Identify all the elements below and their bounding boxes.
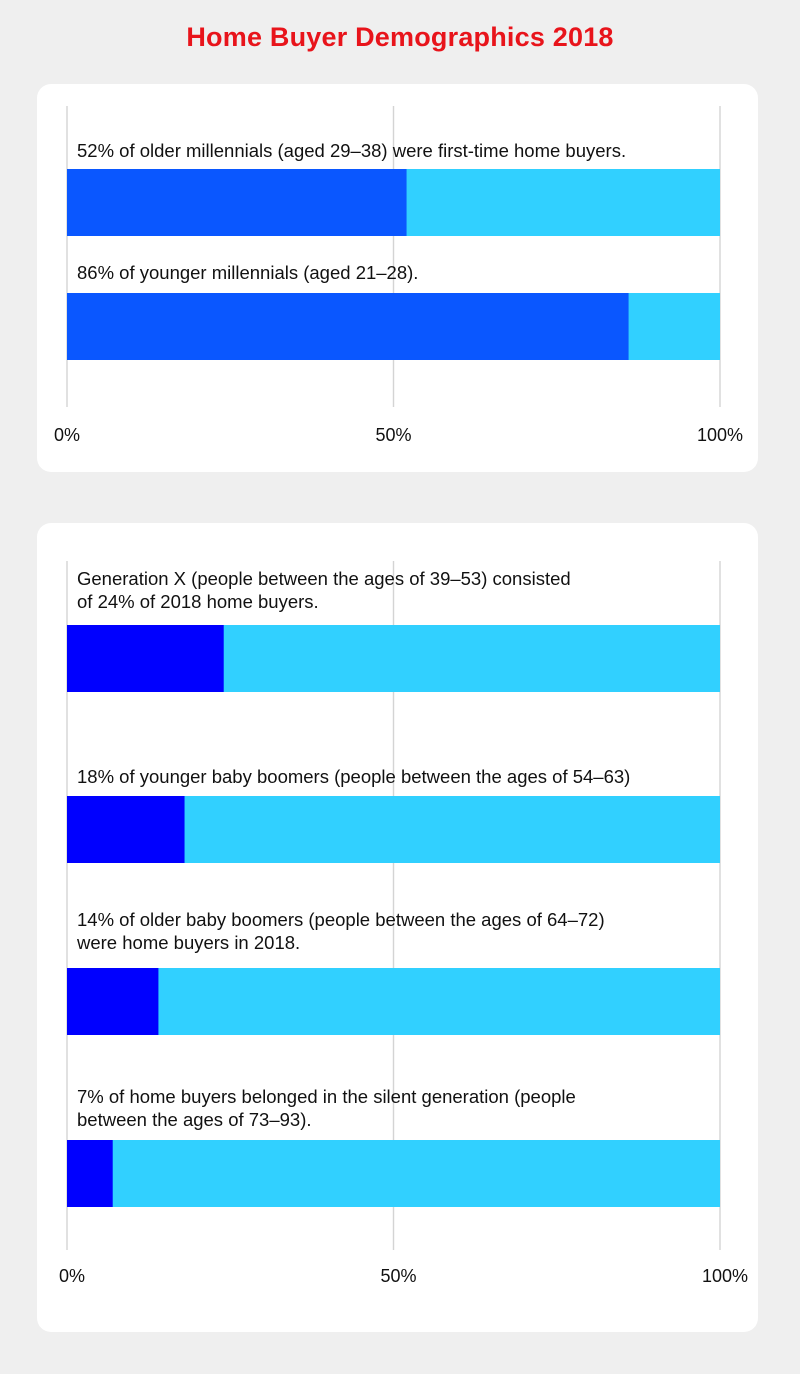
x-tick-label: 0% (53, 425, 81, 445)
bar-label: 18% of younger baby boomers (people betw… (77, 766, 631, 787)
x-tick-label: 50% (380, 1266, 417, 1286)
chart-card-other-generations: 0% 50% 100% Generation X (people between th… (37, 523, 758, 1332)
bar-value (67, 1140, 113, 1207)
bar-remainder (67, 1140, 720, 1207)
chart-title: Home Buyer Demographics 2018 (186, 22, 614, 52)
x-tick-label: 100% (696, 425, 744, 445)
bar-label: 86% of younger millennials (aged 21–28). (77, 262, 419, 283)
bar-chart-other-generations (66, 561, 721, 1250)
x-tick-label: 50% (375, 425, 412, 445)
bar-label: 52% of older millennials (aged 29–38) we… (77, 140, 627, 161)
bar-chart-millennials (66, 106, 721, 407)
bar-label: 7% of home buyers belonged in the silent… (77, 1086, 576, 1130)
bar-value (67, 169, 407, 236)
bar-label: Generation X (people between the ages of… (77, 568, 571, 612)
bar-value (67, 968, 159, 1035)
bar-value (67, 796, 185, 863)
bar-remainder (67, 968, 720, 1035)
bar-value (67, 625, 224, 692)
chart-card-millennials: 0% 50% 100% 52% of older millennials (aged … (37, 84, 758, 472)
x-tick-label: 100% (701, 1266, 749, 1286)
bar-label: 14% of older baby boomers (people betwee… (77, 909, 605, 953)
bar-value (67, 293, 629, 360)
x-tick-label: 0% (58, 1266, 86, 1286)
